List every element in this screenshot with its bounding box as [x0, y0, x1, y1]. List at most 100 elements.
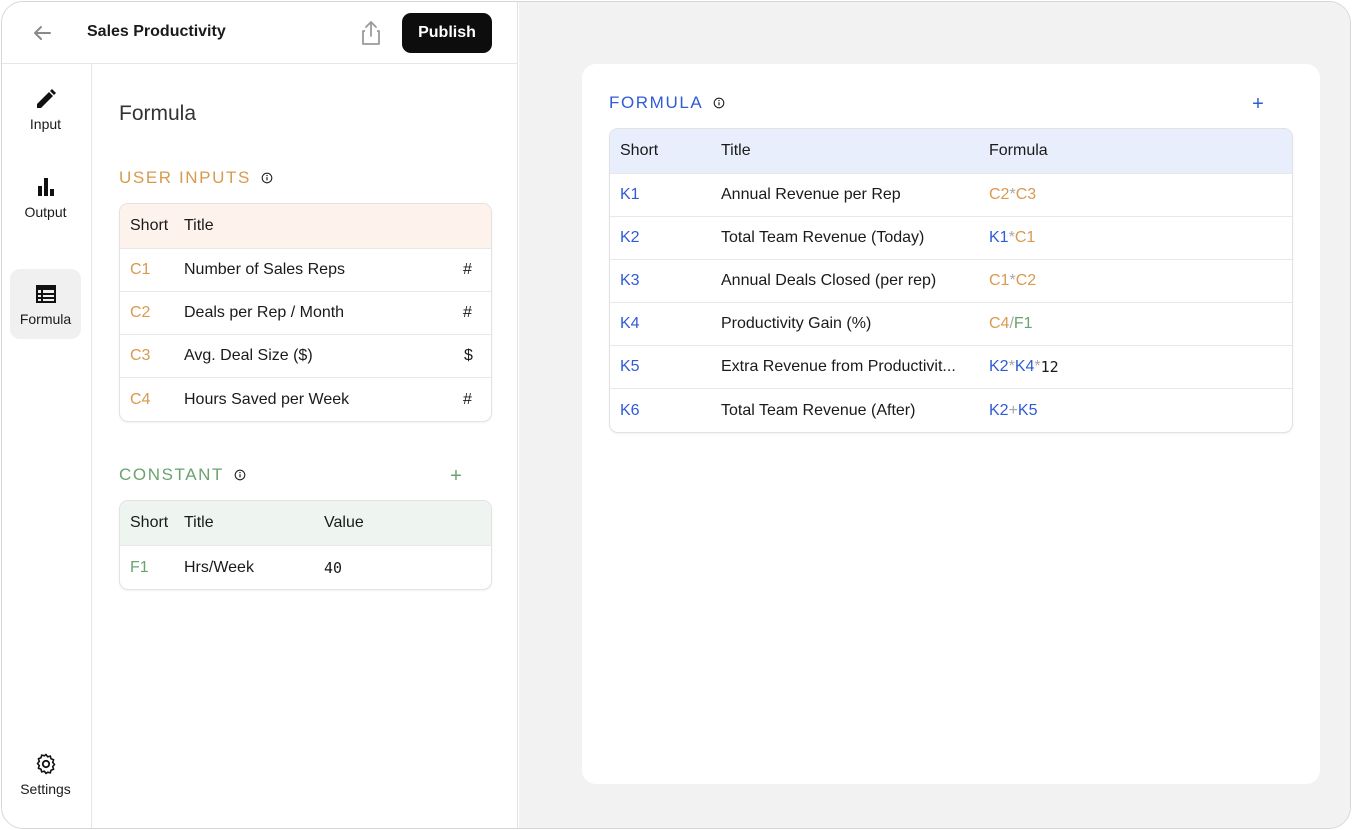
table-row[interactable]: K6 Total Team Revenue (After) K2 + K5	[610, 389, 1292, 432]
share-icon	[362, 21, 380, 45]
rail-item-settings[interactable]: Settings	[10, 739, 81, 809]
gear-icon	[36, 753, 55, 774]
constant-header: CONSTANT	[119, 465, 246, 485]
info-icon[interactable]	[261, 172, 273, 184]
formula-token: K2	[989, 358, 1009, 375]
column-header-short: Short	[620, 142, 659, 159]
formula-short: K2	[620, 229, 640, 246]
formula-expression[interactable]: C2 * C3	[989, 174, 1036, 216]
formula-expression[interactable]: C4/F1	[989, 303, 1033, 345]
rail-item-output[interactable]: Output	[10, 162, 81, 232]
rail-item-label: Input	[29, 115, 62, 132]
input-short: C3	[130, 347, 151, 364]
table-row[interactable]: F1 Hrs/Week 40	[120, 546, 491, 589]
formula-title[interactable]: Total Team Revenue (After)	[721, 401, 916, 419]
table-row[interactable]: K4 Productivity Gain (%) C4/F1	[610, 303, 1292, 346]
formula-table: Short Title Formula K1 Annual Revenue per…	[609, 128, 1293, 433]
formula-short: K3	[620, 272, 640, 289]
input-unit[interactable]: #	[463, 390, 472, 408]
rail-item-formula[interactable]: Formula	[10, 269, 81, 339]
share-button[interactable]	[356, 18, 386, 48]
formula-token: C1	[1014, 229, 1036, 246]
formula-token: F1	[1013, 315, 1033, 332]
top-bar: Sales Productivity Publish	[2, 2, 518, 64]
formula-token: K2	[989, 401, 1009, 419]
constant-short: F1	[130, 558, 149, 576]
formula-title[interactable]: Annual Deals Closed (per rep)	[721, 272, 937, 289]
add-constant-button[interactable]: +	[450, 465, 462, 487]
input-unit[interactable]: #	[463, 261, 472, 278]
table-header-row: Short Title Formula	[610, 129, 1292, 174]
column-header-short: Short	[130, 514, 169, 531]
input-title[interactable]: Avg. Deal Size ($)	[184, 347, 313, 364]
constant-value[interactable]: 40	[324, 558, 343, 577]
formula-expression[interactable]: K2 + K5	[989, 389, 1038, 432]
input-short: C2	[130, 304, 151, 321]
formula-token: 12	[1040, 358, 1059, 376]
formula-operator: *	[1008, 358, 1015, 375]
input-unit[interactable]: #	[463, 304, 472, 321]
formula-short: K6	[620, 401, 640, 419]
formula-header: FORMULA	[609, 93, 725, 113]
table-row[interactable]: C4 Hours Saved per Week #	[120, 378, 491, 421]
publish-button[interactable]: Publish	[402, 13, 492, 53]
info-icon[interactable]	[234, 469, 246, 481]
formula-expression[interactable]: K2 * K4 * 12	[989, 346, 1059, 388]
column-header-value: Value	[324, 514, 364, 531]
column-header-formula: Formula	[989, 142, 1048, 159]
table-row[interactable]: C2 Deals per Rep / Month #	[120, 292, 491, 335]
input-title[interactable]: Hours Saved per Week	[184, 390, 350, 408]
rail-item-input[interactable]: Input	[10, 74, 81, 144]
formula-title[interactable]: Productivity Gain (%)	[721, 315, 872, 332]
formula-token: C2	[1015, 272, 1037, 289]
formula-expression[interactable]: C1 * C2	[989, 260, 1036, 302]
constant-table: Short Title Value F1 Hrs/Week 40	[119, 500, 492, 590]
bar-chart-icon	[37, 177, 54, 196]
table-header-row: Short Title Value	[120, 501, 491, 546]
pencil-icon	[36, 88, 56, 108]
table-list-icon	[35, 284, 56, 303]
formula-short: K5	[620, 358, 640, 375]
editor-title: Formula	[119, 102, 197, 125]
formula-title[interactable]: Extra Revenue from Productivit...	[721, 358, 956, 375]
table-row[interactable]: K2 Total Team Revenue (Today) K1 * C1	[610, 217, 1292, 260]
formula-title[interactable]: Total Team Revenue (Today)	[721, 229, 925, 246]
formula-operator: *	[1009, 272, 1016, 289]
formula-expression[interactable]: K1 * C1	[989, 217, 1035, 259]
formula-rows: K1 Annual Revenue per Rep C2 * C3 K2 Total Tea…	[610, 174, 1292, 432]
formula-operator: /	[1009, 315, 1014, 332]
side-rail: Input Output Formula	[2, 64, 92, 828]
formula-token: C1	[989, 272, 1010, 289]
formula-operator: *	[1009, 186, 1016, 203]
formula-card: FORMULA + Short Title Formula K1 Annual R…	[582, 64, 1320, 784]
constant-title[interactable]: Hrs/Week	[184, 558, 254, 576]
formula-token: C4	[989, 315, 1010, 332]
formula-title[interactable]: Annual Revenue per Rep	[721, 186, 901, 203]
table-header-row: Short Title	[120, 204, 491, 249]
formula-operator: *	[1034, 358, 1041, 375]
input-unit[interactable]: $	[464, 347, 473, 364]
table-row[interactable]: K1 Annual Revenue per Rep C2 * C3	[610, 174, 1292, 217]
add-formula-button[interactable]: +	[1252, 93, 1264, 115]
table-row[interactable]: C3 Avg. Deal Size ($) $	[120, 335, 491, 378]
input-title[interactable]: Number of Sales Reps	[184, 261, 345, 278]
formula-token: K4	[1014, 358, 1035, 375]
rail-item-label: Formula	[19, 310, 72, 327]
input-title[interactable]: Deals per Rep / Month	[184, 304, 345, 321]
table-row[interactable]: K5 Extra Revenue from Productivit... K2 * K4…	[610, 346, 1292, 389]
formula-token: K1	[989, 229, 1009, 246]
user-inputs-table: Short Title C1 Number of Sales Reps # C2…	[119, 203, 492, 422]
editor-panel: Sales Productivity Publish Input	[2, 2, 518, 828]
column-header-title: Title	[184, 217, 214, 234]
formula-short: K1	[620, 186, 640, 203]
info-icon[interactable]	[713, 97, 725, 109]
table-row[interactable]: K3 Annual Deals Closed (per rep) C1 * C2	[610, 260, 1292, 303]
user-inputs-label: USER INPUTS	[119, 168, 251, 187]
input-short: C4	[130, 390, 151, 408]
table-row[interactable]: C1 Number of Sales Reps #	[120, 249, 491, 292]
column-header-title: Title	[184, 514, 214, 531]
back-button[interactable]	[28, 19, 56, 47]
formula-operator: +	[1008, 401, 1018, 419]
constant-label: CONSTANT	[119, 465, 225, 484]
